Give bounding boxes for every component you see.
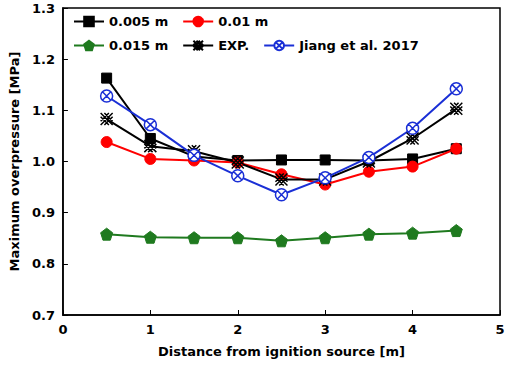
svg-text:0.8: 0.8 [32, 256, 55, 271]
svg-text:0.9: 0.9 [32, 205, 55, 220]
svg-text:1.3: 1.3 [32, 1, 55, 16]
svg-text:Maximum overpressure [MPa]: Maximum overpressure [MPa] [7, 52, 22, 272]
svg-text:0.015 m: 0.015 m [109, 38, 168, 53]
svg-text:2: 2 [233, 322, 242, 337]
svg-text:1.2: 1.2 [32, 52, 55, 67]
svg-text:0.005 m: 0.005 m [109, 14, 168, 29]
svg-text:EXP.: EXP. [218, 38, 249, 53]
svg-text:3: 3 [321, 322, 330, 337]
svg-text:Distance from ignition source: Distance from ignition source [m] [158, 344, 405, 359]
svg-text:Jiang et al. 2017: Jiang et al. 2017 [298, 38, 419, 53]
svg-text:1: 1 [146, 322, 155, 337]
svg-text:0.01 m: 0.01 m [218, 14, 268, 29]
svg-text:0.7: 0.7 [32, 308, 55, 323]
svg-text:0: 0 [58, 322, 67, 337]
svg-text:1.0: 1.0 [32, 154, 55, 169]
svg-text:4: 4 [408, 322, 417, 337]
svg-text:1.1: 1.1 [32, 103, 55, 118]
svg-text:5: 5 [495, 322, 504, 337]
